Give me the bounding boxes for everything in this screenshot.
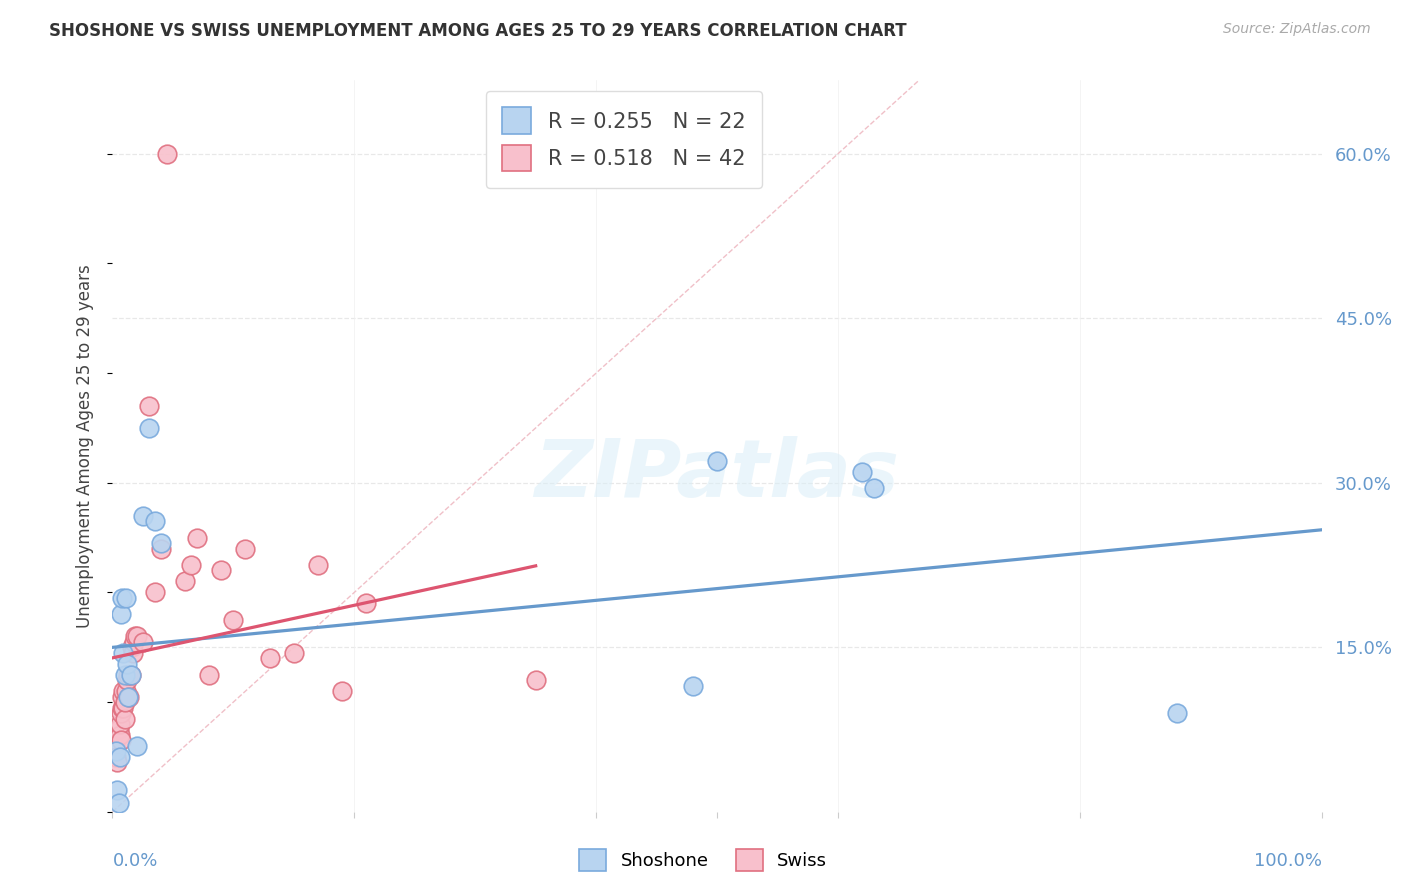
Point — [107, 796, 129, 810]
Point — [105, 744, 128, 758]
Point — [330, 684, 353, 698]
Point — [105, 756, 128, 770]
Point — [149, 541, 172, 556]
Point — [235, 541, 257, 556]
Point — [124, 629, 146, 643]
Point — [114, 667, 136, 681]
Point — [105, 750, 128, 764]
Point — [114, 591, 136, 605]
Point — [186, 531, 208, 545]
Point — [307, 558, 329, 572]
Point — [115, 657, 138, 671]
Point — [111, 700, 134, 714]
Point — [143, 514, 166, 528]
Text: ZIPatlas: ZIPatlas — [534, 436, 900, 515]
Point — [121, 640, 143, 655]
Point — [851, 465, 873, 479]
Point — [120, 667, 142, 681]
Legend: R = 0.255   N = 22, R = 0.518   N = 42: R = 0.255 N = 22, R = 0.518 N = 42 — [485, 91, 762, 188]
Point — [104, 739, 127, 753]
Point — [111, 690, 134, 704]
Text: SHOSHONE VS SWISS UNEMPLOYMENT AMONG AGES 25 TO 29 YEARS CORRELATION CHART: SHOSHONE VS SWISS UNEMPLOYMENT AMONG AGE… — [49, 22, 907, 40]
Point — [283, 646, 305, 660]
Point — [156, 146, 179, 161]
Point — [118, 690, 141, 704]
Y-axis label: Unemployment Among Ages 25 to 29 years: Unemployment Among Ages 25 to 29 years — [76, 264, 94, 628]
Point — [108, 750, 131, 764]
Point — [107, 723, 129, 737]
Point — [110, 706, 132, 720]
Point — [180, 558, 202, 572]
Point — [112, 646, 135, 660]
Point — [259, 651, 281, 665]
Point — [706, 454, 728, 468]
Point — [110, 733, 132, 747]
Point — [112, 700, 135, 714]
Point — [125, 629, 148, 643]
Point — [111, 591, 134, 605]
Point — [132, 634, 155, 648]
Point — [524, 673, 547, 687]
Point — [112, 684, 135, 698]
Point — [138, 399, 160, 413]
Point — [122, 646, 145, 660]
Point — [174, 574, 197, 589]
Point — [115, 673, 138, 687]
Point — [114, 695, 136, 709]
Point — [120, 667, 142, 681]
Point — [1166, 706, 1188, 720]
Point — [198, 667, 221, 681]
Point — [138, 421, 160, 435]
Point — [863, 481, 886, 495]
Point — [110, 607, 132, 622]
Point — [222, 613, 245, 627]
Point — [108, 717, 131, 731]
Point — [117, 667, 139, 681]
Point — [117, 690, 139, 704]
Point — [114, 712, 136, 726]
Text: Source: ZipAtlas.com: Source: ZipAtlas.com — [1223, 22, 1371, 37]
Point — [209, 564, 232, 578]
Point — [122, 634, 145, 648]
Point — [143, 585, 166, 599]
Point — [105, 782, 128, 797]
Text: 100.0%: 100.0% — [1254, 852, 1322, 870]
Text: 0.0%: 0.0% — [112, 852, 157, 870]
Point — [682, 679, 704, 693]
Point — [108, 728, 131, 742]
Legend: Shoshone, Swiss: Shoshone, Swiss — [572, 842, 834, 879]
Point — [356, 596, 378, 610]
Point — [125, 739, 148, 753]
Point — [114, 684, 136, 698]
Point — [132, 508, 155, 523]
Point — [149, 536, 172, 550]
